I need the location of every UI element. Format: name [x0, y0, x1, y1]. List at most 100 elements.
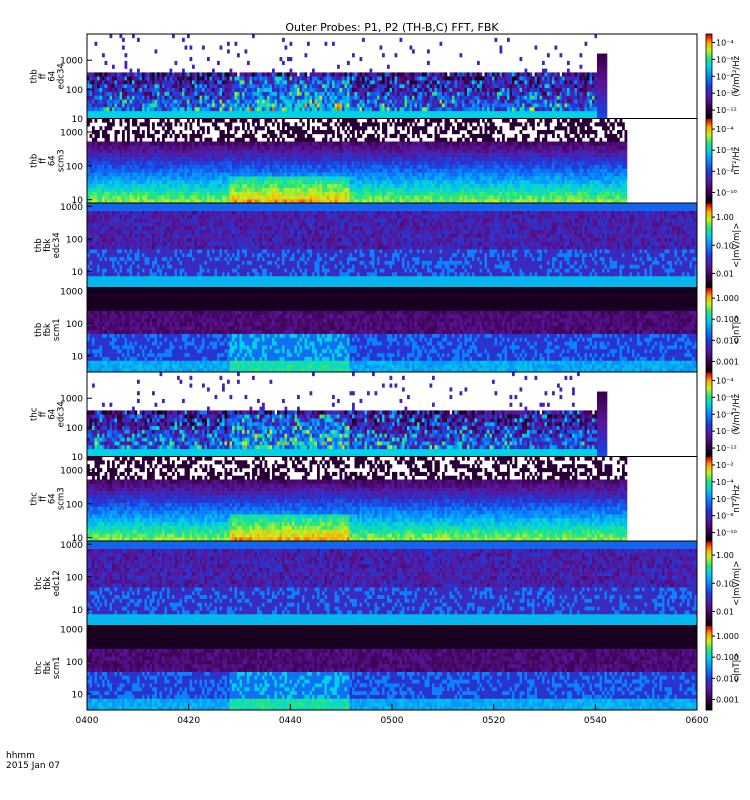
heatmap-cell	[407, 92, 410, 96]
heatmap-cell	[250, 130, 253, 134]
heatmap-cell	[145, 161, 148, 165]
heatmap-cell	[112, 99, 115, 103]
heatmap-cell	[280, 84, 283, 88]
heatmap-cell	[367, 72, 370, 76]
heatmap-cell	[95, 96, 98, 100]
heatmap-cell	[190, 192, 193, 196]
heatmap-cell	[360, 99, 363, 103]
heatmap-cell	[207, 130, 210, 134]
heatmap-cell	[442, 99, 445, 103]
heatmap-cell	[250, 192, 253, 196]
heatmap-cell	[350, 111, 353, 115]
heatmap-cell	[605, 65, 608, 69]
heatmap-cell	[352, 153, 355, 157]
heatmap-cell	[122, 180, 125, 184]
heatmap-cell	[437, 107, 440, 111]
heatmap-cell	[160, 192, 163, 196]
heatmap-cell	[125, 161, 128, 165]
heatmap-cell	[532, 103, 535, 107]
heatmap-cell	[557, 92, 560, 96]
heatmap-cell	[107, 168, 110, 172]
heatmap-cell	[252, 165, 255, 169]
heatmap-cell	[322, 195, 325, 199]
heatmap-cell	[135, 72, 138, 76]
heatmap-cell	[162, 107, 165, 111]
heatmap-cell	[252, 134, 255, 138]
heatmap-cell	[102, 84, 105, 88]
heatmap-cell	[160, 165, 163, 169]
heatmap-cell	[427, 107, 430, 111]
colorbar-segment	[706, 76, 712, 78]
heatmap-cell	[160, 88, 163, 92]
heatmap-cell	[327, 122, 330, 126]
heatmap-cell	[117, 107, 120, 111]
heatmap-cell	[235, 80, 238, 84]
heatmap-cell	[142, 192, 145, 196]
heatmap-cell	[142, 99, 145, 103]
heatmap-cell	[115, 176, 118, 180]
heatmap-cell	[152, 76, 155, 80]
heatmap-cell	[600, 103, 603, 107]
heatmap-cell	[150, 165, 153, 169]
heatmap-cell	[227, 172, 230, 176]
heatmap-cell	[522, 80, 525, 84]
heatmap-cell	[335, 180, 338, 184]
heatmap-cell	[315, 176, 318, 180]
heatmap-cell	[155, 157, 158, 161]
heatmap-cell	[317, 88, 320, 92]
heatmap-cell	[257, 103, 260, 107]
heatmap-cell	[507, 99, 510, 103]
heatmap-cell	[202, 126, 205, 130]
heatmap-cell	[290, 165, 293, 169]
heatmap-cell	[597, 96, 600, 100]
heatmap-cell	[95, 99, 98, 103]
heatmap-cell	[185, 96, 188, 100]
heatmap-cell	[100, 126, 103, 130]
heatmap-cell	[277, 99, 280, 103]
heatmap-cell	[250, 161, 253, 165]
heatmap-cell	[270, 96, 273, 100]
heatmap-cell	[512, 76, 515, 80]
heatmap-cell	[472, 92, 475, 96]
heatmap-cell	[250, 134, 253, 138]
heatmap-cell	[262, 165, 265, 169]
heatmap-cell	[185, 134, 188, 138]
heatmap-cell	[197, 184, 200, 188]
heatmap-cell	[565, 103, 568, 107]
heatmap-cell	[312, 184, 315, 188]
heatmap-cell	[407, 80, 410, 84]
heatmap-cell	[265, 153, 268, 157]
heatmap-cell	[162, 145, 165, 149]
heatmap-cell	[140, 149, 143, 153]
heatmap-cell	[590, 99, 593, 103]
heatmap-cell	[295, 99, 298, 103]
heatmap-cell	[290, 107, 293, 111]
heatmap-cell	[172, 34, 175, 38]
heatmap-cell	[130, 107, 133, 111]
heatmap-cell	[592, 88, 595, 92]
heatmap-cell	[250, 149, 253, 153]
heatmap-cell	[242, 188, 245, 192]
heatmap-cell	[137, 176, 140, 180]
heatmap-cell	[387, 76, 390, 80]
heatmap-cell	[305, 188, 308, 192]
heatmap-cell	[312, 107, 315, 111]
heatmap-cell	[107, 84, 110, 88]
heatmap-cell	[420, 103, 423, 107]
heatmap-cell	[360, 72, 363, 76]
heatmap-cell	[517, 76, 520, 80]
heatmap-cell	[472, 111, 475, 115]
heatmap-cell	[582, 84, 585, 88]
heatmap-cell	[145, 88, 148, 92]
heatmap-cell	[375, 138, 378, 142]
heatmap-cell	[355, 145, 358, 149]
heatmap-cell	[322, 99, 325, 103]
heatmap-cell	[385, 103, 388, 107]
heatmap-cell	[110, 149, 113, 153]
heatmap-cell	[525, 69, 528, 73]
heatmap-cell	[142, 157, 145, 161]
heatmap-cell	[340, 80, 343, 84]
heatmap-cell	[110, 172, 113, 176]
heatmap-cell	[107, 172, 110, 176]
heatmap-cell	[247, 61, 250, 65]
